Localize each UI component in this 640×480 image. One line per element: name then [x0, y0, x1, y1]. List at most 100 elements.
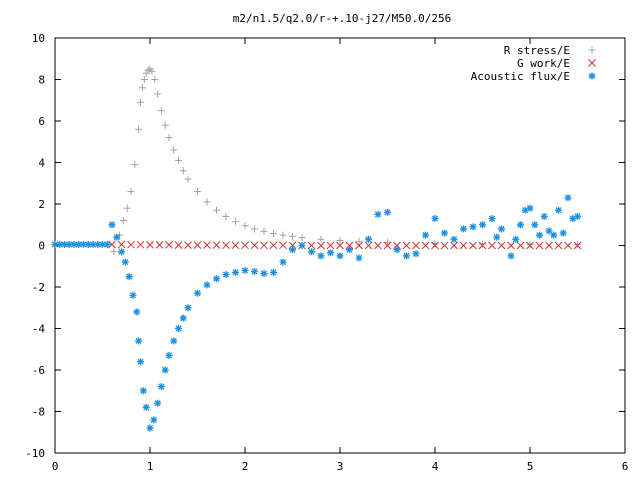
y-tick-label: -10	[25, 447, 45, 460]
y-tick-label: 2	[38, 198, 45, 211]
data-point	[307, 241, 316, 250]
y-tick-label: -4	[32, 323, 46, 336]
data-point	[498, 225, 505, 233]
data-point	[403, 252, 410, 260]
data-point	[170, 146, 178, 154]
data-point	[336, 237, 344, 245]
data-point	[573, 241, 582, 250]
data-point	[51, 240, 59, 248]
data-point	[383, 241, 392, 250]
chart-title: m2/n1.5/q2.0/r-+.10-j27/M50.0/256	[233, 12, 452, 25]
x-tick-label: 0	[52, 460, 59, 473]
data-point	[161, 366, 169, 374]
data-point	[574, 241, 581, 249]
data-point	[450, 235, 458, 243]
data-point	[540, 212, 548, 220]
y-tick-label: 6	[38, 115, 45, 128]
data-point	[129, 291, 137, 299]
data-point	[260, 227, 268, 235]
y-tick-label: -8	[32, 406, 45, 419]
data-point	[507, 241, 515, 250]
data-point	[469, 223, 477, 231]
data-point	[298, 242, 306, 249]
data-point	[364, 241, 373, 250]
data-point	[270, 268, 277, 276]
data-point	[135, 125, 143, 133]
data-point	[478, 241, 487, 250]
data-point	[203, 281, 211, 289]
series-0	[110, 65, 581, 256]
data-point	[507, 252, 515, 260]
legend-label: Acoustic flux/E	[471, 70, 570, 83]
data-point	[260, 270, 268, 278]
data-point	[460, 225, 467, 233]
data-point	[374, 241, 382, 250]
data-point	[574, 212, 581, 220]
data-point	[440, 241, 449, 250]
data-point	[110, 248, 118, 256]
data-point	[174, 241, 183, 249]
data-point	[184, 304, 192, 312]
data-point	[550, 231, 558, 239]
data-point	[222, 271, 230, 279]
data-point	[136, 240, 145, 249]
data-point	[213, 275, 220, 283]
data-point	[138, 84, 146, 92]
legend-marker	[588, 46, 596, 54]
data-point	[194, 188, 201, 196]
data-point	[516, 241, 525, 250]
data-point	[526, 204, 534, 212]
data-point	[175, 325, 182, 332]
data-point	[241, 266, 249, 274]
data-point	[139, 387, 147, 395]
data-point	[127, 188, 135, 196]
data-point	[559, 229, 567, 237]
data-point	[497, 241, 506, 250]
data-point	[170, 337, 178, 345]
data-point	[203, 198, 211, 206]
data-point	[232, 268, 239, 276]
data-point	[142, 403, 150, 411]
data-point	[123, 204, 131, 212]
y-tick-label: 8	[38, 74, 45, 87]
data-point	[133, 308, 141, 316]
data-point	[517, 221, 524, 229]
data-point	[308, 248, 315, 256]
data-point	[165, 134, 173, 142]
data-point	[175, 156, 182, 164]
data-point	[165, 241, 173, 249]
data-point	[157, 107, 165, 115]
data-point	[412, 241, 420, 250]
x-tick-label: 4	[432, 460, 439, 473]
data-point	[212, 241, 221, 249]
data-point	[140, 76, 148, 83]
data-point	[289, 246, 296, 254]
data-point	[431, 241, 439, 250]
data-point	[459, 241, 468, 250]
data-point	[279, 241, 287, 250]
data-point	[336, 241, 344, 250]
data-point	[269, 241, 278, 250]
data-point	[526, 241, 534, 250]
data-point	[154, 399, 162, 407]
y-tick-label: -6	[32, 364, 45, 377]
data-point	[117, 240, 126, 249]
data-point	[384, 238, 391, 246]
data-point	[155, 241, 164, 249]
series-2	[51, 194, 581, 432]
data-point	[270, 229, 277, 237]
x-tick-label: 3	[337, 460, 344, 473]
data-point	[317, 252, 325, 260]
data-point	[326, 241, 335, 250]
series-layer	[51, 65, 582, 432]
data-point	[161, 121, 169, 129]
y-axis: -10 -8 -6 -4 -2 0 2 4 6 8 10	[25, 32, 625, 460]
data-point	[488, 215, 496, 223]
data-point	[279, 258, 287, 266]
data-point	[157, 383, 165, 391]
data-point	[374, 210, 382, 218]
data-point	[526, 240, 534, 248]
data-point	[251, 267, 258, 275]
legend-marker	[588, 72, 596, 80]
